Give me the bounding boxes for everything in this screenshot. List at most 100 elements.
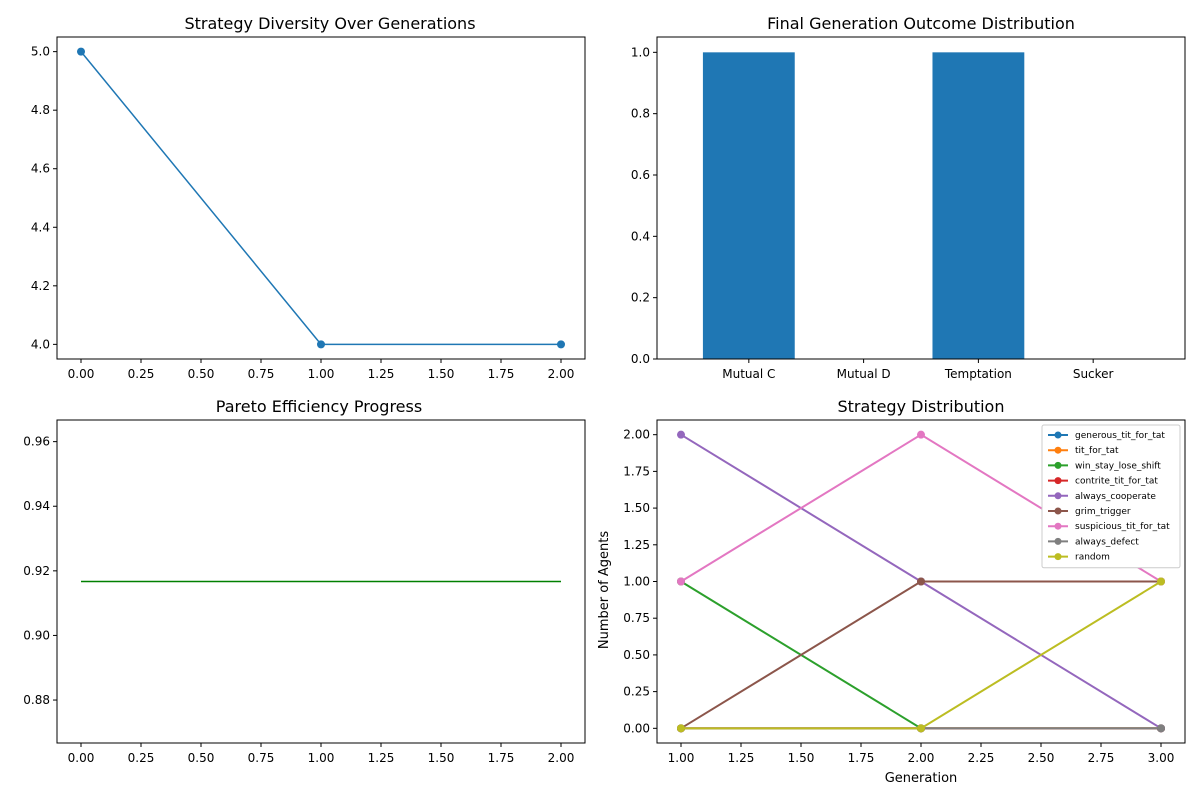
legend-entry-always_defect: always_defect xyxy=(1075,537,1139,547)
data-point xyxy=(917,430,925,439)
data-point xyxy=(677,577,685,586)
legend-entry-suspicious_tit_for_tat: suspicious_tit_for_tat xyxy=(1075,522,1170,532)
x-tick-label: Sucker xyxy=(1073,367,1114,381)
y-tick-label: 0.2 xyxy=(631,291,650,305)
legend-swatch-marker xyxy=(1054,477,1062,485)
legend-swatch-marker xyxy=(1054,492,1062,500)
y-tick-label: 4.0 xyxy=(31,337,50,351)
legend-swatch-marker xyxy=(1054,553,1062,561)
data-point xyxy=(677,430,685,439)
y-tick-label: 4.6 xyxy=(31,162,50,176)
data-point xyxy=(1157,724,1165,733)
legend-entry-generous_tit_for_tat: generous_tit_for_tat xyxy=(1075,431,1165,441)
x-tick-label: 0.00 xyxy=(68,751,95,765)
y-tick-label: 0.96 xyxy=(23,435,50,449)
x-tick-label: 0.25 xyxy=(128,367,155,381)
x-tick-label: 0.75 xyxy=(248,751,275,765)
y-tick-label: 0.90 xyxy=(23,628,50,642)
pareto-chart: Pareto Efficiency Progress 0.88 0.90 0.92 0… xyxy=(23,397,586,765)
x-tick-label: 0.25 xyxy=(128,751,155,765)
legend-swatch-marker xyxy=(1054,507,1062,515)
data-point xyxy=(317,340,325,349)
plot-frame xyxy=(656,36,1186,360)
legend-entry-random: random xyxy=(1075,553,1110,563)
x-tick-label: 1.50 xyxy=(428,751,455,765)
outcome-chart: Final Generation Outcome Distribution 0.… xyxy=(631,14,1186,381)
x-tick-label: 2.00 xyxy=(548,751,575,765)
x-tick-label: 1.50 xyxy=(428,367,455,381)
x-tick-label: 1.25 xyxy=(728,751,755,765)
x-tick-label: 1.25 xyxy=(368,751,395,765)
data-point xyxy=(677,724,685,733)
plot-frame xyxy=(656,419,1186,744)
x-tick-label: 1.50 xyxy=(788,751,815,765)
strategy-distribution-xlabel: Generation xyxy=(885,771,958,786)
y-tick-label: 0.94 xyxy=(23,499,50,513)
y-tick-label: 4.4 xyxy=(31,220,50,234)
x-tick-label: 1.75 xyxy=(488,367,515,381)
legend-swatch-marker xyxy=(1054,446,1062,454)
x-tick-label: 0.50 xyxy=(188,751,215,765)
x-tick-label: 2.00 xyxy=(908,751,935,765)
legend-entry-tit_for_tat: tit_for_tat xyxy=(1075,446,1119,456)
plot-frame xyxy=(56,419,586,744)
y-tick-label: 5.0 xyxy=(31,45,50,59)
data-point xyxy=(917,724,925,733)
y-tick-label: 0.50 xyxy=(623,648,650,662)
x-tick-label: 1.00 xyxy=(668,751,695,765)
diversity-chart-title: Strategy Diversity Over Generations xyxy=(184,14,475,33)
bar-temptation xyxy=(932,52,1025,359)
x-tick-label: Temptation xyxy=(944,367,1012,381)
y-tick-label: 0.0 xyxy=(631,352,650,366)
strategy-distribution-chart: Strategy Distribution Generation Number … xyxy=(597,397,1186,786)
y-tick-label: 4.8 xyxy=(31,103,50,117)
y-tick-label: 0.92 xyxy=(23,564,50,578)
data-point xyxy=(1157,577,1165,586)
y-tick-label: 2.00 xyxy=(623,428,650,442)
y-tick-label: 0.6 xyxy=(631,168,650,182)
bar-mutual-c xyxy=(702,52,795,359)
x-tick-label: 0.50 xyxy=(188,367,215,381)
y-tick-label: 0.88 xyxy=(23,693,50,707)
y-tick-label: 0.00 xyxy=(623,721,650,735)
y-tick-label: 4.2 xyxy=(31,279,50,293)
x-tick-label: 3.00 xyxy=(1148,751,1175,765)
pareto-chart-title: Pareto Efficiency Progress xyxy=(216,397,422,416)
legend-entry-contrite_tit_for_tat: contrite_tit_for_tat xyxy=(1075,477,1158,487)
data-point xyxy=(917,577,925,586)
x-tick-label: 1.75 xyxy=(488,751,515,765)
x-tick-label: 0.00 xyxy=(68,367,95,381)
x-tick-label: 0.75 xyxy=(248,367,275,381)
plot-frame xyxy=(56,36,586,360)
legend-entry-grim_trigger: grim_trigger xyxy=(1075,507,1131,517)
y-tick-label: 1.25 xyxy=(623,538,650,552)
legend-entry-win_stay_lose_shift: win_stay_lose_shift xyxy=(1075,461,1161,471)
outcome-chart-title: Final Generation Outcome Distribution xyxy=(767,14,1075,33)
y-tick-label: 1.75 xyxy=(623,464,650,478)
y-tick-label: 1.00 xyxy=(623,575,650,589)
strategy-distribution-ylabel: Number of Agents xyxy=(597,531,612,649)
y-tick-label: 1.0 xyxy=(631,45,650,59)
legend-box xyxy=(1041,424,1181,569)
y-tick-label: 0.25 xyxy=(623,685,650,699)
x-tick-label: 1.00 xyxy=(308,367,335,381)
x-tick-label: 2.00 xyxy=(548,367,575,381)
y-tick-label: 0.4 xyxy=(631,229,650,243)
x-tick-label: 1.75 xyxy=(848,751,875,765)
y-tick-label: 0.75 xyxy=(623,611,650,625)
x-tick-label: 2.50 xyxy=(1028,751,1055,765)
legend-swatch-marker xyxy=(1054,461,1062,469)
x-tick-label: Mutual D xyxy=(837,367,891,381)
data-point xyxy=(77,47,85,56)
legend-entry-always_cooperate: always_cooperate xyxy=(1075,492,1156,502)
data-point xyxy=(557,340,565,349)
legend-swatch-marker xyxy=(1054,522,1062,530)
x-tick-label: Mutual C xyxy=(722,367,775,381)
legend-swatch-marker xyxy=(1054,431,1062,439)
y-tick-label: 0.8 xyxy=(631,107,650,121)
x-tick-label: 1.00 xyxy=(308,751,335,765)
x-tick-label: 2.75 xyxy=(1088,751,1115,765)
diversity-chart: Strategy Diversity Over Generations 4.0 4… xyxy=(31,14,586,381)
strategy-distribution-chart-title: Strategy Distribution xyxy=(838,397,1005,416)
